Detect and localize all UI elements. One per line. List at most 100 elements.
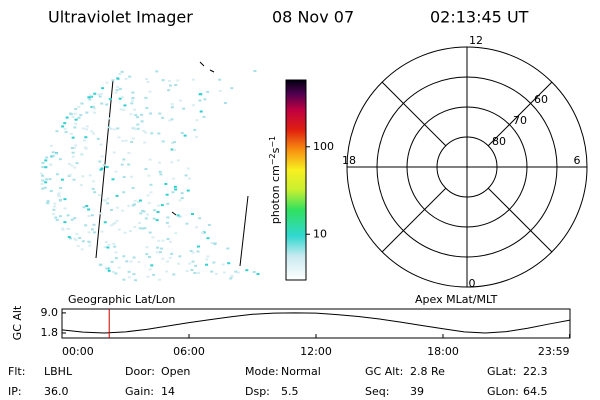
image-pixel	[141, 227, 145, 230]
image-pixel	[144, 168, 148, 171]
image-pixel	[77, 105, 81, 108]
image-pixel	[172, 177, 176, 180]
image-pixel	[144, 96, 148, 99]
image-pixel	[146, 213, 150, 216]
image-pixel	[117, 266, 121, 269]
image-pixel	[174, 84, 178, 87]
image-pixel	[106, 246, 110, 249]
image-pixel	[112, 270, 116, 273]
image-pixel	[116, 127, 120, 130]
image-pixel	[139, 199, 143, 202]
image-pixel	[123, 231, 127, 234]
image-pixel	[227, 262, 231, 265]
image-pixel	[122, 278, 126, 281]
image-pixel	[70, 164, 74, 167]
image-pixel	[90, 228, 94, 231]
image-pixel	[87, 215, 91, 218]
image-pixel	[59, 186, 63, 189]
image-pixel	[160, 247, 164, 250]
image-pixel	[103, 245, 107, 248]
status-value: Open	[161, 365, 190, 378]
status-label: Gain:	[125, 385, 154, 398]
image-pixel	[102, 164, 106, 167]
image-pixel	[53, 202, 57, 205]
colorbar	[285, 79, 307, 281]
image-pixel	[182, 107, 186, 110]
colorbar-tick-label: 100	[313, 140, 334, 153]
image-pixel	[88, 244, 92, 247]
image-pixel	[168, 119, 172, 122]
image-pixel	[99, 212, 103, 215]
image-pixel	[101, 87, 105, 90]
image-pixel	[45, 156, 49, 159]
image-pixel	[55, 173, 59, 176]
image-pixel	[68, 173, 72, 176]
image-pixel	[116, 86, 120, 89]
image-pixel	[41, 187, 45, 190]
image-pixel	[201, 231, 205, 234]
image-pixel	[71, 155, 75, 158]
image-pixel	[167, 79, 171, 82]
image-pixel	[127, 204, 131, 207]
image-pixel	[144, 131, 148, 134]
image-pixel	[230, 87, 234, 90]
image-pixel	[70, 146, 74, 149]
image-pixel	[40, 172, 44, 175]
image-pixel	[118, 72, 122, 75]
image-pixel	[158, 170, 162, 173]
image-pixel	[79, 184, 83, 187]
image-pixel	[106, 197, 110, 200]
image-pixel	[110, 260, 114, 263]
image-pixel	[85, 204, 89, 207]
image-pixel	[122, 191, 126, 194]
image-pixel	[81, 175, 85, 178]
image-pixel	[252, 271, 256, 274]
status-value: 2.8 Re	[410, 365, 445, 378]
image-pixel	[155, 219, 159, 222]
image-pixel	[191, 260, 195, 263]
image-pixel	[210, 270, 214, 273]
image-pixel	[124, 77, 128, 80]
image-pixel	[172, 141, 176, 144]
image-pixel	[130, 102, 134, 105]
image-pixel	[114, 272, 118, 275]
status-value: 36.0	[44, 385, 69, 398]
x-tick-label: 12:00	[300, 345, 332, 358]
image-pixel	[59, 215, 63, 218]
image-pixel	[212, 261, 216, 264]
image-pixel	[170, 103, 174, 106]
image-pixel	[150, 132, 154, 135]
image-pixel	[109, 128, 113, 131]
image-pixel	[73, 112, 77, 115]
status-label: GC Alt:	[365, 365, 403, 378]
image-pixel	[67, 162, 71, 165]
image-pixel	[170, 106, 174, 109]
status-label: GLat:	[487, 365, 516, 378]
status-value: 14	[161, 385, 175, 398]
image-pixel	[60, 178, 64, 181]
image-pixel	[105, 267, 109, 270]
image-pixel	[176, 214, 180, 217]
altitude-curve	[61, 312, 571, 334]
image-pixel	[51, 213, 55, 216]
image-pixel	[166, 216, 170, 219]
image-pixel	[100, 102, 104, 105]
x-tick-label: 23:59	[538, 345, 570, 358]
mlt-line	[487, 187, 553, 253]
status-label: GLon:	[487, 385, 519, 398]
image-pixel	[158, 251, 162, 254]
image-pixel	[84, 128, 88, 131]
image-pixel	[185, 270, 189, 273]
y-axis-label: GC Alt	[11, 305, 24, 340]
image-pixel	[115, 219, 119, 222]
instrument: Ultraviolet Imager	[48, 8, 193, 27]
image-pixel	[134, 128, 138, 131]
image-pixel	[132, 126, 136, 129]
image-pixel	[138, 222, 142, 225]
image-pixel	[136, 123, 140, 126]
image-pixel	[91, 187, 95, 190]
image-pixel	[57, 195, 61, 198]
image-pixel	[133, 108, 137, 111]
image-pixel	[115, 206, 119, 209]
image-pixel	[183, 134, 187, 137]
